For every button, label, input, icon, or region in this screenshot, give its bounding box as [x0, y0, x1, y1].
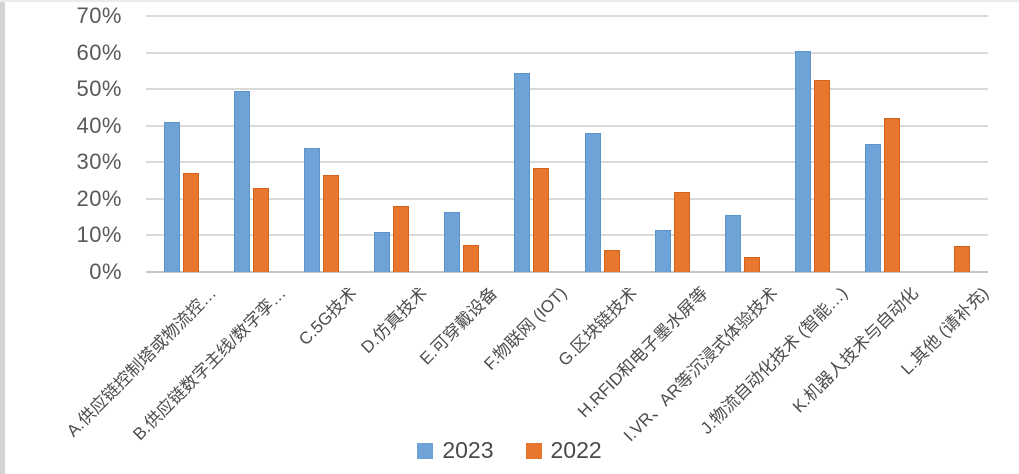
bar-2023 [795, 50, 812, 272]
category-group: L.其他 (请补充) [897, 16, 992, 378]
bar-2022 [884, 118, 901, 272]
category-group: K.机器人技术与自动化 [789, 16, 922, 417]
y-axis-tick-label: 50% [76, 76, 122, 102]
y-axis-tick-label: 60% [76, 39, 122, 65]
bar-2022 [603, 250, 620, 272]
gridline [146, 161, 988, 164]
category-group: A.供应链控制塔或物流控… [63, 16, 220, 441]
legend-swatch-2022 [525, 442, 542, 459]
gridline [146, 88, 988, 91]
legend-label-2022: 2022 [550, 437, 602, 463]
x-axis-label: C.5G技术 [294, 283, 361, 350]
gridline [146, 234, 988, 237]
category-group: B.供应链数字主线/数字孪… [130, 16, 290, 444]
bar-2023 [514, 72, 531, 272]
bar-2023 [374, 231, 391, 272]
legend-item-2022: 2022 [525, 437, 602, 464]
y-axis-tick-label: 10% [76, 222, 122, 248]
bar-2022 [814, 80, 831, 272]
y-axis-tick-label: 40% [76, 112, 122, 138]
gridline [146, 197, 988, 200]
category-group: E.可穿戴设备 [416, 16, 501, 368]
category-group: F.物联网 (IOT) [481, 16, 571, 374]
y-axis-tick-label: 30% [76, 149, 122, 175]
legend-label-2023: 2023 [442, 437, 494, 463]
category-group: C.5G技术 [286, 16, 360, 349]
bar-2023 [865, 144, 882, 272]
window-left-edge [0, 0, 5, 474]
bar-2022 [252, 187, 269, 272]
bar-2023 [444, 211, 461, 272]
y-axis-tick-label: 20% [76, 185, 122, 211]
x-axis-line [146, 271, 988, 273]
y-axis-tick-label: 70% [76, 3, 122, 28]
bar-2022 [533, 167, 550, 272]
category-group: H.RFID和电子墨水屏等 [574, 16, 711, 421]
bar-2022 [743, 257, 760, 272]
bar-2022 [322, 175, 339, 272]
bar-2023 [233, 90, 250, 272]
window-top-edge [0, 0, 1019, 2]
y-axis-tick-label: 0% [89, 259, 122, 284]
legend: 2023 2022 [0, 437, 1019, 464]
bar-2022 [954, 246, 971, 272]
gridline [146, 51, 988, 54]
bar-2022 [673, 191, 690, 272]
plot-area: A.供应链控制塔或物流控… B.供应链数字主线/数字孪… C.5G技术 D.仿真技术 E… [63, 16, 992, 445]
x-axis-label: K.机器人技术与自动化 [788, 283, 922, 417]
gridline [146, 15, 988, 17]
bar-2023 [654, 229, 671, 272]
bar-2023 [163, 122, 180, 272]
bar-2023 [584, 133, 601, 272]
category-group: I.VR、AR等沉浸式体验技术 [620, 16, 781, 445]
bar-2023 [724, 215, 741, 272]
bar-2022 [182, 173, 199, 272]
category-group: J.物流自动化技术 (智能…) [697, 16, 852, 438]
legend-item-2023: 2023 [417, 437, 494, 464]
category-group: D.仿真技术 [357, 16, 431, 357]
x-axis-label: H.RFID和电子墨水屏等 [573, 283, 712, 422]
legend-swatch-2023 [417, 442, 434, 459]
category-group: G.区块链技术 [555, 16, 641, 370]
bar-2022 [393, 206, 410, 272]
bar-2023 [303, 147, 320, 272]
bar-2022 [463, 244, 480, 272]
gridline [146, 124, 988, 127]
